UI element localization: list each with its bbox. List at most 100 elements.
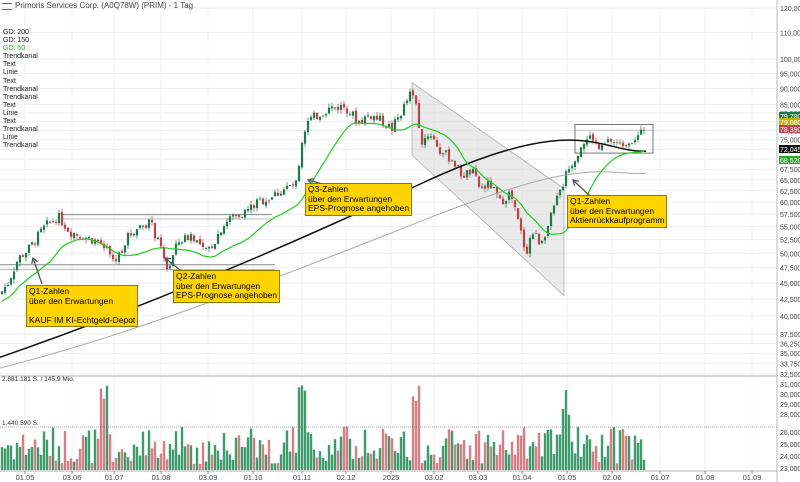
volume-bar bbox=[417, 385, 421, 470]
volume-bar bbox=[54, 460, 58, 470]
y-tick-label: 100,000 bbox=[780, 57, 800, 64]
candle-body bbox=[411, 90, 415, 96]
candle-body bbox=[93, 239, 97, 244]
volume-bar bbox=[543, 433, 547, 470]
chart-header: Primoris Services Corp. (A0Q78W) (PRIM) … bbox=[0, 0, 780, 12]
volume-bar bbox=[345, 426, 349, 470]
legend-item[interactable]: Linie bbox=[3, 109, 18, 117]
candle-body bbox=[507, 191, 511, 200]
volume-bar bbox=[402, 431, 406, 470]
volume-bar bbox=[174, 431, 178, 470]
price-tag-label: 79,780 bbox=[780, 114, 800, 121]
candle-body bbox=[231, 215, 235, 217]
volume-bar bbox=[621, 429, 625, 470]
candle-body bbox=[252, 205, 256, 208]
annotation-line: EPS-Prognose angehoben bbox=[308, 203, 410, 213]
candle-body bbox=[420, 129, 424, 145]
candle-body bbox=[546, 226, 550, 236]
candle-body bbox=[435, 139, 439, 147]
candle-body bbox=[528, 237, 532, 254]
legend-item[interactable]: Text bbox=[3, 61, 16, 69]
menu-icon[interactable] bbox=[2, 3, 12, 10]
legend-item[interactable]: Linie bbox=[3, 69, 18, 77]
volume-bar bbox=[390, 438, 394, 470]
volume-bar bbox=[291, 427, 295, 470]
volume-bar bbox=[330, 454, 334, 470]
legend-item[interactable]: Trendkanal bbox=[3, 126, 38, 134]
legend-item[interactable]: Trendkanal bbox=[3, 93, 38, 101]
candle-body bbox=[450, 160, 454, 162]
legend-item[interactable]: Linie bbox=[3, 134, 18, 142]
volume-bar bbox=[45, 439, 49, 470]
candle-body bbox=[153, 223, 157, 239]
candle-body bbox=[108, 246, 112, 255]
candle-body bbox=[27, 244, 31, 253]
candle-body bbox=[543, 237, 547, 241]
volume-bar bbox=[435, 462, 439, 470]
y-tick-label: 65,000 bbox=[780, 178, 800, 185]
y-tick-label: 50,000 bbox=[780, 251, 800, 258]
volume-bar bbox=[186, 444, 190, 470]
volume-tick-label: 30,000 bbox=[780, 392, 800, 399]
candle-body bbox=[99, 240, 103, 244]
volume-bar bbox=[168, 443, 172, 470]
candle-body bbox=[369, 116, 373, 119]
annotation-line: KAUF IM KI-Echtgeld-Depot bbox=[29, 314, 136, 325]
legend-item[interactable]: GD: 150 bbox=[3, 37, 30, 45]
price-tag-bg bbox=[779, 156, 800, 164]
legend-item[interactable]: GD: 50 bbox=[3, 45, 26, 53]
volume-bar bbox=[540, 456, 544, 470]
volume-bar bbox=[456, 443, 460, 470]
arrow-head bbox=[306, 177, 314, 185]
volume-bar bbox=[450, 430, 454, 470]
candle-body bbox=[15, 261, 19, 271]
candle-body bbox=[129, 233, 133, 236]
x-tick-label: 01.07 bbox=[105, 473, 124, 482]
candle-body bbox=[54, 221, 58, 223]
legend-item[interactable]: Text bbox=[3, 77, 16, 85]
volume-bar bbox=[21, 434, 25, 470]
y-tick-label: 57,500 bbox=[780, 212, 800, 219]
volume-bar bbox=[288, 451, 292, 470]
volume-bar bbox=[297, 387, 301, 470]
candle-body bbox=[324, 114, 328, 116]
annotation-line: über den Erwartungen bbox=[570, 205, 655, 216]
annotation-line: über den Erwartungen bbox=[29, 295, 114, 306]
candle-body bbox=[438, 147, 442, 154]
legend-item[interactable]: Text bbox=[3, 118, 16, 126]
legend-item[interactable]: Trendkanal bbox=[3, 85, 38, 93]
volume-bar bbox=[204, 461, 208, 470]
candle-body bbox=[498, 195, 502, 199]
candle-body bbox=[474, 167, 478, 176]
legend-item[interactable]: GD: 200 bbox=[3, 29, 30, 36]
volume-bar bbox=[141, 431, 145, 470]
candle-body bbox=[309, 117, 313, 121]
volume-bar bbox=[87, 430, 91, 470]
volume-bar bbox=[360, 456, 364, 470]
x-tick-label: 01.07 bbox=[651, 473, 670, 482]
candle-body bbox=[45, 220, 49, 225]
legend-item[interactable]: Trendkanal bbox=[3, 142, 38, 150]
annotation-line: Aktienrückkaufprogramm bbox=[570, 215, 665, 225]
volume-bar bbox=[324, 461, 328, 470]
legend-item[interactable]: Trendkanal bbox=[3, 53, 38, 61]
indicator-legend: GD: 200 GD: 150 GD: 50 Trendkanal Text Linie T… bbox=[3, 29, 38, 150]
legend-item[interactable]: Text bbox=[3, 101, 16, 109]
y-tick-label: 40,000 bbox=[780, 314, 800, 321]
volume-bar bbox=[150, 448, 154, 470]
candle-body bbox=[390, 122, 394, 131]
price-tag-label: 72,045 bbox=[780, 147, 800, 154]
volume-bar bbox=[393, 450, 397, 470]
candle-body bbox=[222, 226, 226, 234]
candle-body bbox=[111, 254, 115, 260]
range-box bbox=[574, 124, 654, 154]
candle-body bbox=[114, 259, 118, 262]
volume-bar bbox=[159, 453, 163, 470]
price-tag-bg bbox=[779, 112, 800, 120]
candle-body bbox=[306, 121, 310, 133]
volume-bar bbox=[408, 460, 412, 470]
candle-body bbox=[30, 242, 34, 245]
candle-body bbox=[171, 255, 175, 267]
candle-body bbox=[135, 229, 139, 236]
